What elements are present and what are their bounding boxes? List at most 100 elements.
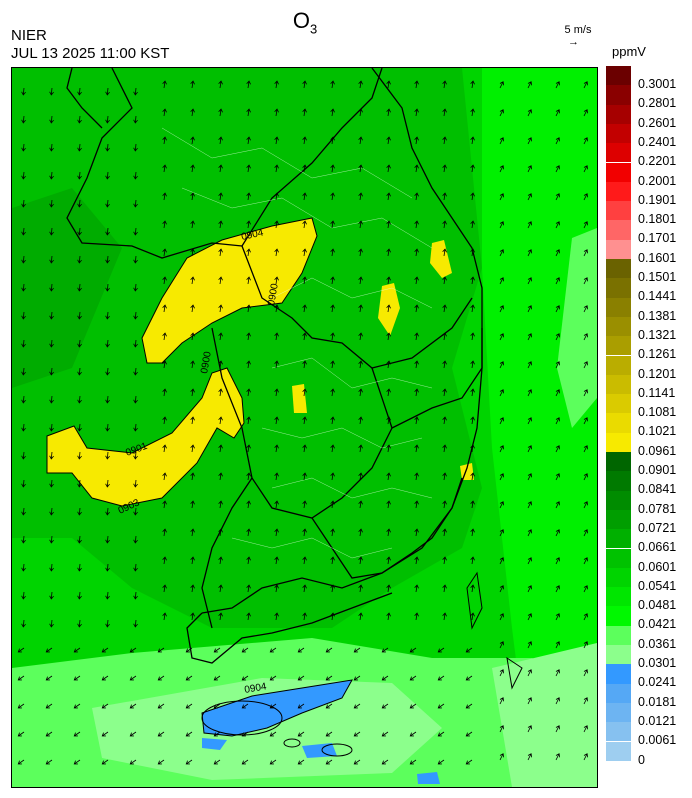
wind-vector-arrow — [330, 304, 335, 313]
legend-label: 0.0421 — [638, 617, 677, 632]
wind-vector-arrow — [381, 647, 389, 653]
wind-vector-arrow — [274, 612, 279, 621]
wind-vector-arrow — [330, 164, 335, 173]
wind-vector-arrow — [213, 703, 221, 709]
legend-label: 0.2201 — [638, 154, 677, 169]
wind-vector-arrow — [583, 753, 588, 761]
wind-vector-arrow — [49, 423, 54, 432]
wind-vector-arrow — [414, 500, 419, 509]
wind-vector-arrow — [330, 444, 335, 453]
south-lighter-region — [92, 678, 442, 780]
wind-vector-arrow — [246, 556, 251, 565]
wind-vector-arrow — [358, 416, 363, 425]
wind-vector-arrow — [527, 305, 532, 313]
wind-vector-arrow — [414, 304, 419, 313]
wind-vector-arrow — [77, 283, 82, 292]
wind-vector-arrow — [381, 675, 389, 681]
wind-vector-arrow — [470, 584, 475, 593]
wind-vector-arrow — [157, 647, 165, 653]
legend-swatch — [606, 278, 631, 298]
wind-vector-arrow — [583, 613, 588, 621]
wind-vector-arrow — [583, 501, 588, 509]
wind-vector-arrow — [274, 332, 279, 341]
wind-vector-arrow — [302, 500, 307, 509]
wind-vector-arrow — [555, 389, 560, 397]
wind-vector-arrow — [330, 612, 335, 621]
wind-vector-arrow — [133, 563, 138, 572]
wind-vector-arrow — [246, 416, 251, 425]
wind-vector-arrow — [105, 367, 110, 376]
wind-vector-arrow — [499, 501, 504, 509]
wind-vector-arrow — [330, 584, 335, 593]
wind-vector-arrow — [133, 311, 138, 320]
legend-label: 0.0661 — [638, 540, 677, 555]
wind-vector-arrow — [190, 612, 195, 621]
legend-swatch — [606, 529, 631, 549]
contour-label: 0904 — [240, 227, 264, 242]
blue-patch-south-3 — [302, 743, 337, 758]
wind-vector-arrow — [499, 417, 504, 425]
wind-vector-arrow — [77, 619, 82, 628]
wind-vector-arrow — [465, 647, 473, 653]
wind-vector-arrow — [274, 248, 279, 257]
wind-vector-arrow — [499, 305, 504, 313]
wind-vector-arrow — [470, 276, 475, 285]
wind-vector-arrow — [218, 192, 223, 201]
wind-vector-arrow — [190, 164, 195, 173]
wind-vector-arrow — [442, 612, 447, 621]
wind-vector-arrow — [49, 395, 54, 404]
legend-label: 0.1261 — [638, 347, 677, 362]
wind-vector-arrow — [470, 136, 475, 145]
wind-vector-arrow — [442, 472, 447, 481]
wind-vector-arrow — [330, 416, 335, 425]
wind-vector-arrow — [162, 416, 167, 425]
wind-vector-arrow — [49, 255, 54, 264]
wind-vector-arrow — [246, 108, 251, 117]
wind-vector-arrow — [555, 417, 560, 425]
wind-vector-arrow — [555, 333, 560, 341]
wind-vector-arrow — [218, 416, 223, 425]
legend-label: 0.1501 — [638, 270, 677, 284]
wind-vector-arrow — [21, 451, 26, 460]
wind-vector-arrow — [583, 221, 588, 229]
wind-vector-arrow — [274, 220, 279, 229]
wind-vector-arrow — [302, 584, 307, 593]
wind-vector-arrow — [101, 703, 109, 709]
wind-vector-arrow — [470, 164, 475, 173]
wind-vector-arrow — [49, 367, 54, 376]
wind-vector-arrow — [499, 669, 504, 677]
wind-vector-arrow — [190, 108, 195, 117]
legend-label: 0.1381 — [638, 308, 677, 323]
wind-vector-arrow — [49, 339, 54, 348]
wind-vector-arrow — [330, 528, 335, 537]
wind-vector-arrow — [45, 703, 53, 709]
wind-vector-arrow — [274, 444, 279, 453]
wind-vector-arrow — [49, 283, 54, 292]
wind-vector-arrow — [527, 137, 532, 145]
wind-vector-arrow — [269, 759, 277, 765]
wind-vector-arrow — [414, 416, 419, 425]
legend-swatch — [606, 355, 631, 375]
wind-vector-arrow — [49, 507, 54, 516]
legend-swatch — [606, 85, 631, 105]
wind-vector-arrow — [330, 472, 335, 481]
wind-vector-arrow — [470, 332, 475, 341]
wind-vector-arrow — [73, 703, 81, 709]
wind-vector-arrow — [190, 444, 195, 453]
wind-vector-arrow — [21, 535, 26, 544]
wind-vector-arrow — [499, 473, 504, 481]
wind-vector-arrow — [133, 115, 138, 124]
wind-vector-arrow — [49, 563, 54, 572]
wind-vector-arrow — [21, 507, 26, 516]
wind-vector-arrow — [555, 305, 560, 313]
wind-vector-arrow — [386, 528, 391, 537]
wind-vector-arrow — [101, 731, 109, 737]
wind-vector-arrow — [190, 192, 195, 201]
legend-swatch — [606, 162, 631, 182]
wind-vector-arrow — [414, 332, 419, 341]
legend-label: 0.0481 — [638, 598, 677, 613]
wind-vector-arrow — [302, 360, 307, 369]
wind-vector-arrow — [246, 360, 251, 369]
wind-vector-arrow — [274, 164, 279, 173]
wind-vector-arrow — [21, 395, 26, 404]
